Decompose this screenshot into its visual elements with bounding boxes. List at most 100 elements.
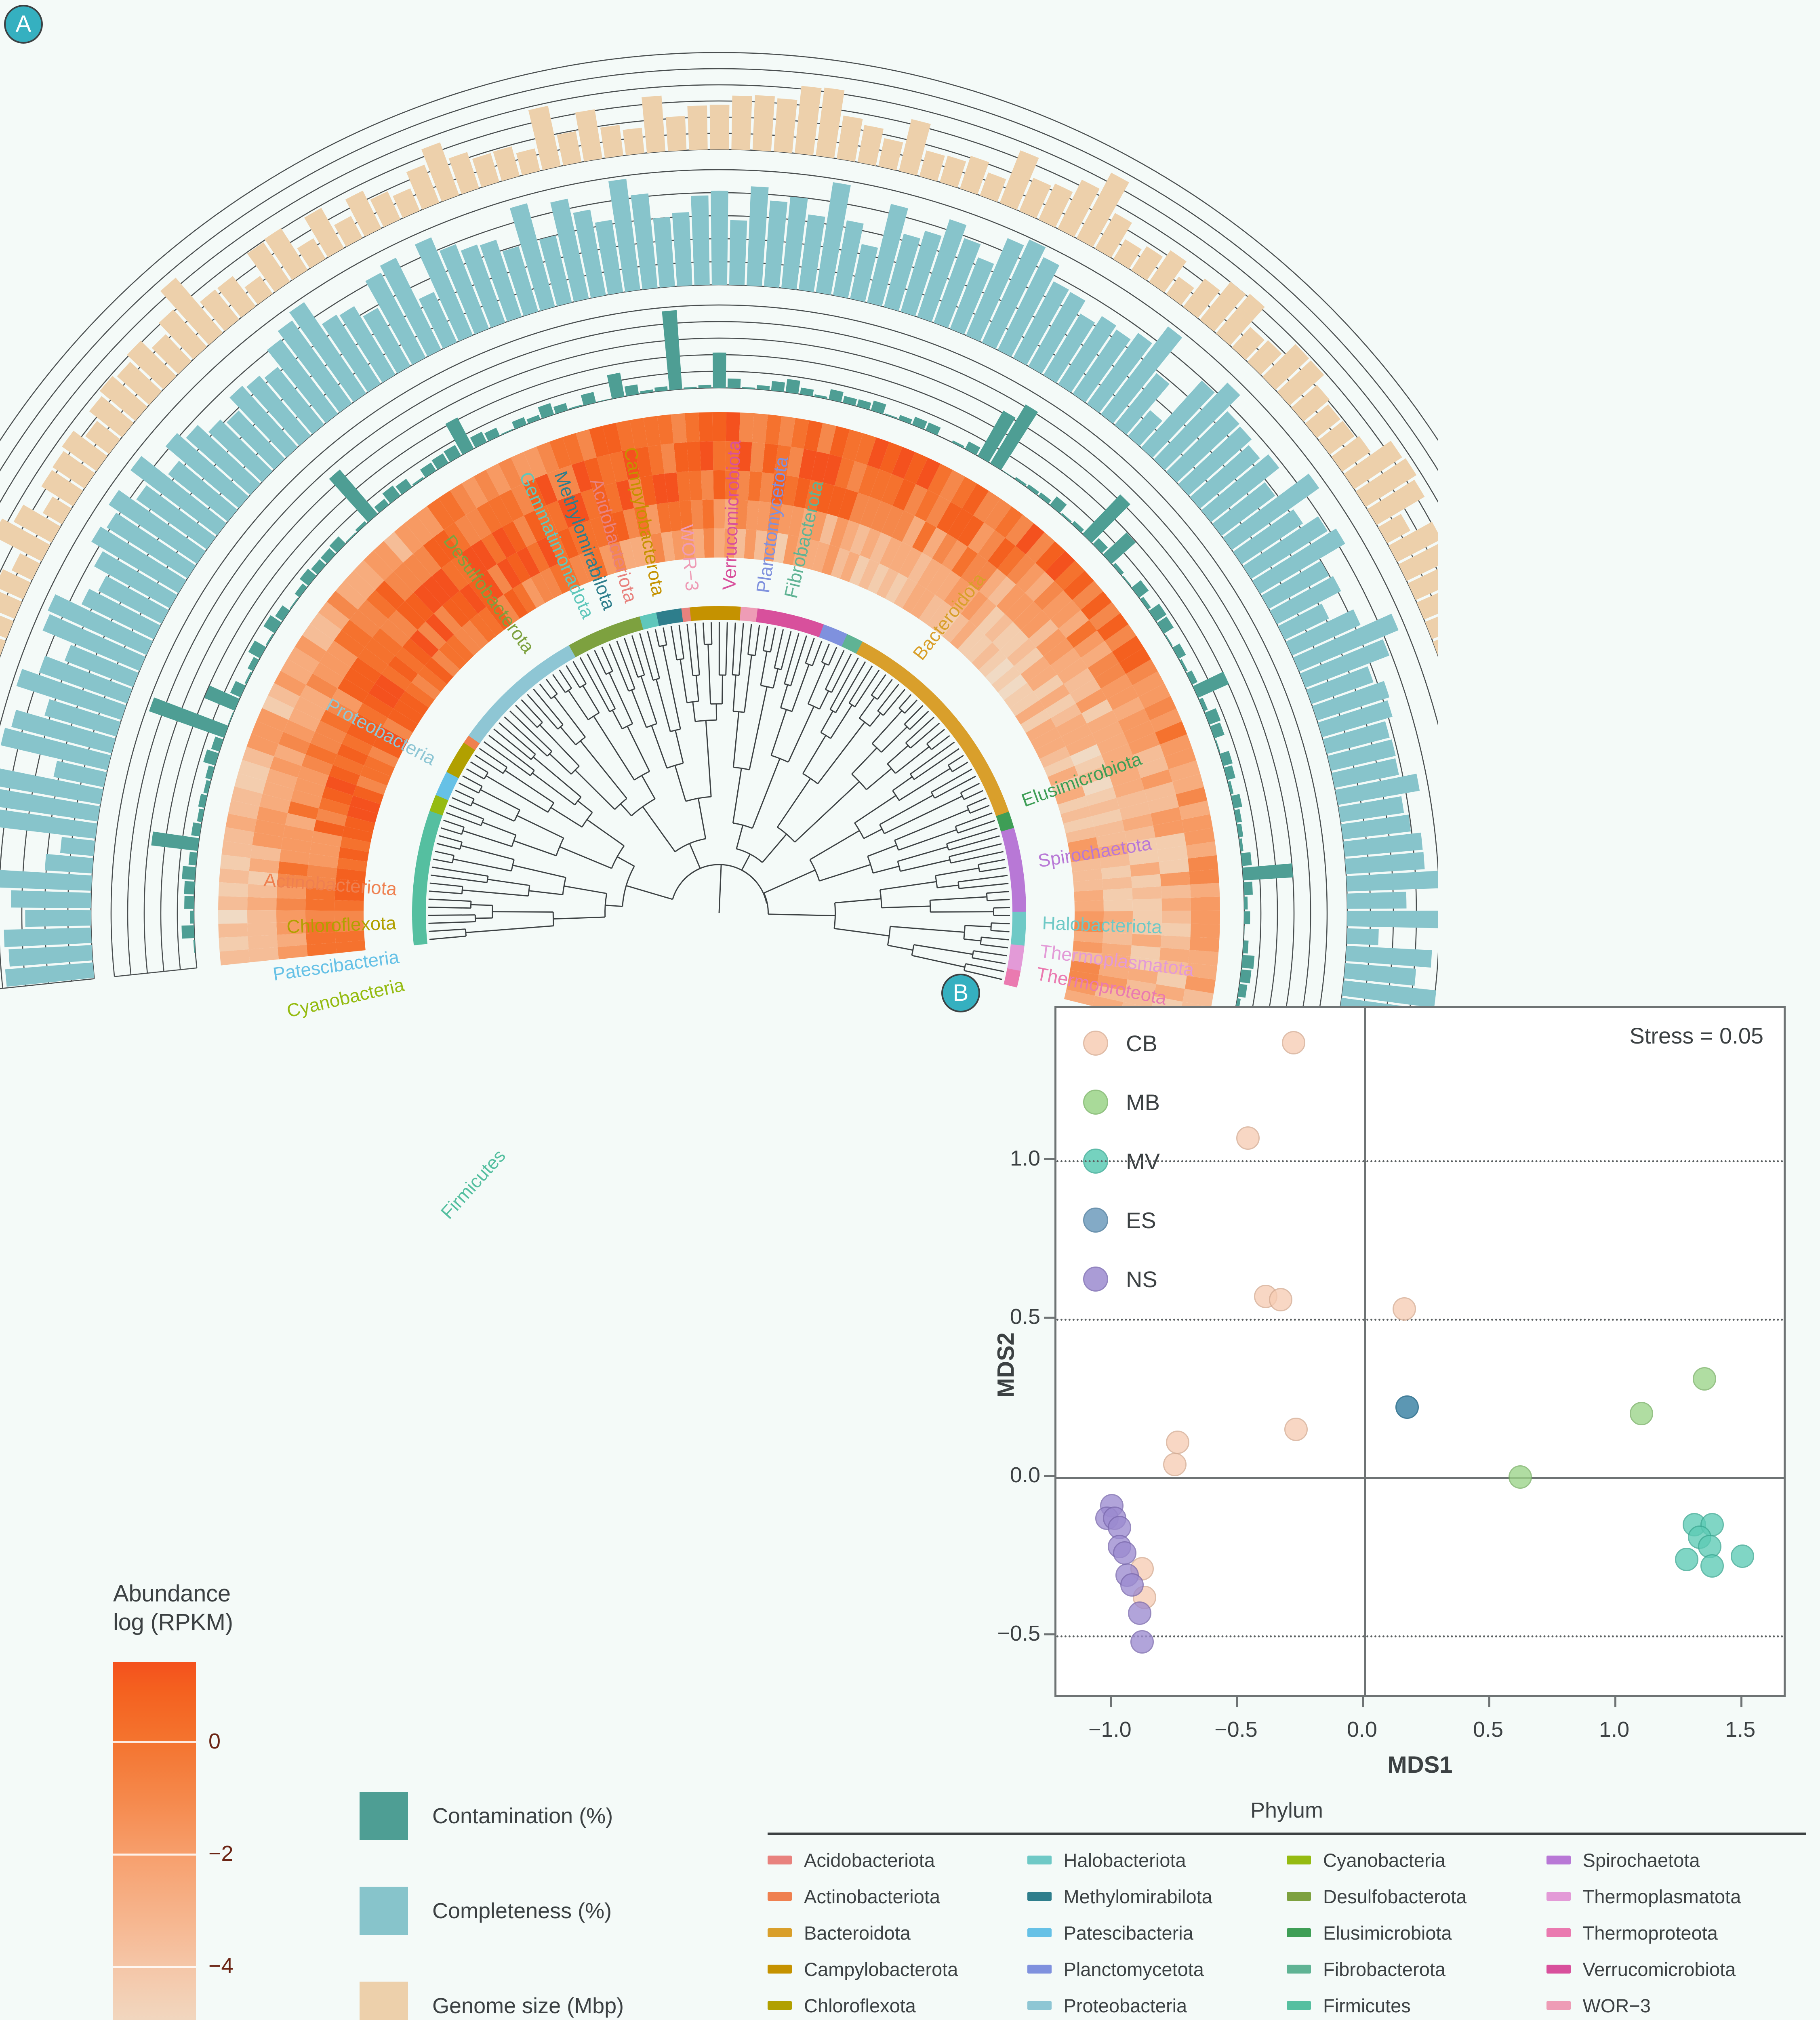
mds-point-ns[interactable] — [1120, 1573, 1144, 1597]
heatmap-cell — [1097, 974, 1128, 991]
genome-size-ring-bar — [1291, 385, 1330, 422]
phylum-legend-item[interactable]: Cyanobacteria — [1287, 1847, 1546, 1873]
phylum-legend-item[interactable]: Acidobacteriota — [768, 1847, 1027, 1873]
dendrogram-arc — [904, 724, 910, 730]
heatmap-cell — [423, 576, 451, 606]
mds-point-mb[interactable] — [1693, 1367, 1717, 1391]
heatmap-cell — [676, 471, 691, 501]
heatmap-cell — [650, 532, 665, 564]
mds-point-cb[interactable] — [1236, 1126, 1260, 1150]
mds-point-mv[interactable] — [1730, 1544, 1754, 1568]
heatmap-cell — [1132, 671, 1165, 697]
contamination-ring-bar — [1093, 538, 1108, 553]
phylum-legend-item[interactable]: Actinobacteriota — [768, 1883, 1027, 1909]
phylum-legend-item[interactable]: Proteobacteria — [1027, 1993, 1287, 2018]
mds-point-cb[interactable] — [1393, 1297, 1416, 1321]
phylum-legend-label: Bacteroidota — [804, 1922, 911, 1944]
heatmap-cell — [534, 473, 558, 506]
mds-point-mv[interactable] — [1700, 1554, 1724, 1578]
heatmap-cell — [335, 911, 364, 922]
genome-size-ring-bar — [1199, 282, 1246, 332]
mds-legend-item-cb[interactable]: CB — [1083, 1029, 1160, 1057]
heatmap-cell — [635, 446, 652, 478]
phylum-legend-item[interactable]: Fibrobacterota — [1287, 1956, 1546, 1982]
phylum-legend-item[interactable]: Methylomirabilota — [1027, 1883, 1287, 1909]
heatmap-cell — [1060, 806, 1092, 824]
phylum-legend-item[interactable]: Desulfobacterota — [1287, 1883, 1546, 1909]
genome-size-ring-bar — [1019, 178, 1051, 219]
completeness-ring-bar — [0, 870, 92, 891]
mds-point-mb[interactable] — [1509, 1465, 1532, 1489]
heatmap-cell — [892, 446, 915, 479]
heatmap-cell — [774, 445, 791, 476]
phylum-band-segment — [413, 877, 428, 887]
dendrogram-branch — [641, 775, 656, 800]
mds-point-ns[interactable] — [1113, 1541, 1136, 1565]
genome-size-ring-gridline — [0, 116, 1438, 574]
phylum-legend-item[interactable]: Firmicutes — [1287, 1993, 1546, 2018]
phylum-legend-item[interactable]: Spirochaetota — [1546, 1847, 1806, 1873]
completeness-ring-bar — [461, 244, 505, 328]
phylum-legend-item[interactable]: Planctomycetota — [1027, 1956, 1287, 1982]
phylum-legend-item[interactable]: Verrucomicrobiota — [1546, 1956, 1806, 1982]
phylum-legend-item[interactable]: Chloroflexota — [768, 1993, 1027, 2018]
dendrogram-branch — [509, 710, 552, 752]
heatmap-cell — [977, 606, 1005, 635]
phylum-band-segment — [995, 811, 1012, 824]
mds-point-cb[interactable] — [1284, 1418, 1308, 1441]
mds-point-mv[interactable] — [1675, 1547, 1699, 1571]
heatmap-cell — [451, 553, 478, 584]
mds-point-cb[interactable] — [1163, 1452, 1187, 1476]
dendrogram-branch — [930, 896, 987, 901]
completeness-ring-bar — [1338, 796, 1404, 823]
mds-point-mb[interactable] — [1630, 1402, 1653, 1426]
heatmap-cell — [326, 640, 358, 668]
mds-gridline-y-1 — [1056, 1318, 1784, 1321]
heatmap-cell — [396, 601, 426, 630]
phylum-legend-item[interactable]: Campylobacterota — [768, 1956, 1027, 1982]
heatmap-cell — [1063, 570, 1094, 600]
phylum-legend-item[interactable]: WOR−3 — [1546, 1993, 1806, 2018]
heatmap-cell — [1161, 923, 1191, 937]
mds-point-ns[interactable] — [1128, 1601, 1151, 1625]
completeness-ring-bar — [1344, 963, 1416, 986]
mds-y-tick — [1044, 1475, 1054, 1477]
heatmap-cell — [744, 529, 757, 560]
phylum-band-segment — [1005, 844, 1020, 856]
heatmap-cell — [1100, 674, 1132, 700]
phylum-legend-item[interactable]: Thermoproteota — [1546, 1920, 1806, 1946]
mds-point-cb[interactable] — [1281, 1031, 1305, 1055]
mds-point-ns[interactable] — [1130, 1630, 1154, 1654]
phylum-legend-item[interactable]: Elusimicrobiota — [1287, 1920, 1546, 1946]
contamination-ring-bar — [1237, 823, 1243, 837]
mds-point-cb[interactable] — [1269, 1288, 1293, 1311]
heatmap-cell — [951, 476, 977, 509]
contamination-ring-bar — [1122, 575, 1132, 587]
phylum-legend-item[interactable]: Thermoplasmatota — [1546, 1883, 1806, 1909]
dendrogram-branch — [617, 856, 635, 867]
mds-legend-item-mb[interactable]: MB — [1083, 1088, 1160, 1116]
completeness-ring-bar — [1028, 292, 1086, 374]
heatmap-cell — [713, 470, 726, 500]
phylum-legend-item[interactable]: Bacteroidota — [768, 1920, 1027, 1946]
phylum-band-segment — [958, 736, 975, 751]
mds-point-mv[interactable] — [1698, 1535, 1721, 1559]
contamination-ring-bar — [952, 440, 965, 448]
heatmap-cell — [311, 831, 342, 847]
contamination-ring-bar — [181, 925, 195, 939]
heatmap-cell — [306, 876, 336, 890]
phylum-legend-item[interactable]: Halobacteriota — [1027, 1847, 1287, 1873]
heatmap-cell — [310, 612, 342, 641]
contamination-ring-bar — [190, 911, 194, 924]
phylum-band-segment — [944, 715, 960, 731]
heatmap-cell — [1081, 641, 1112, 668]
mds-legend-item-ns[interactable]: NS — [1083, 1265, 1160, 1293]
mds-point-es[interactable] — [1395, 1395, 1419, 1419]
phylum-band-segment — [607, 624, 620, 640]
phylum-legend-item[interactable]: Patescibacteria — [1027, 1920, 1287, 1946]
heatmap-cell — [559, 559, 581, 590]
heatmap-cell — [936, 502, 962, 534]
dendrogram-branch — [559, 669, 572, 689]
mds-point-cb[interactable] — [1166, 1430, 1189, 1454]
mds-legend-item-es[interactable]: ES — [1083, 1206, 1160, 1234]
